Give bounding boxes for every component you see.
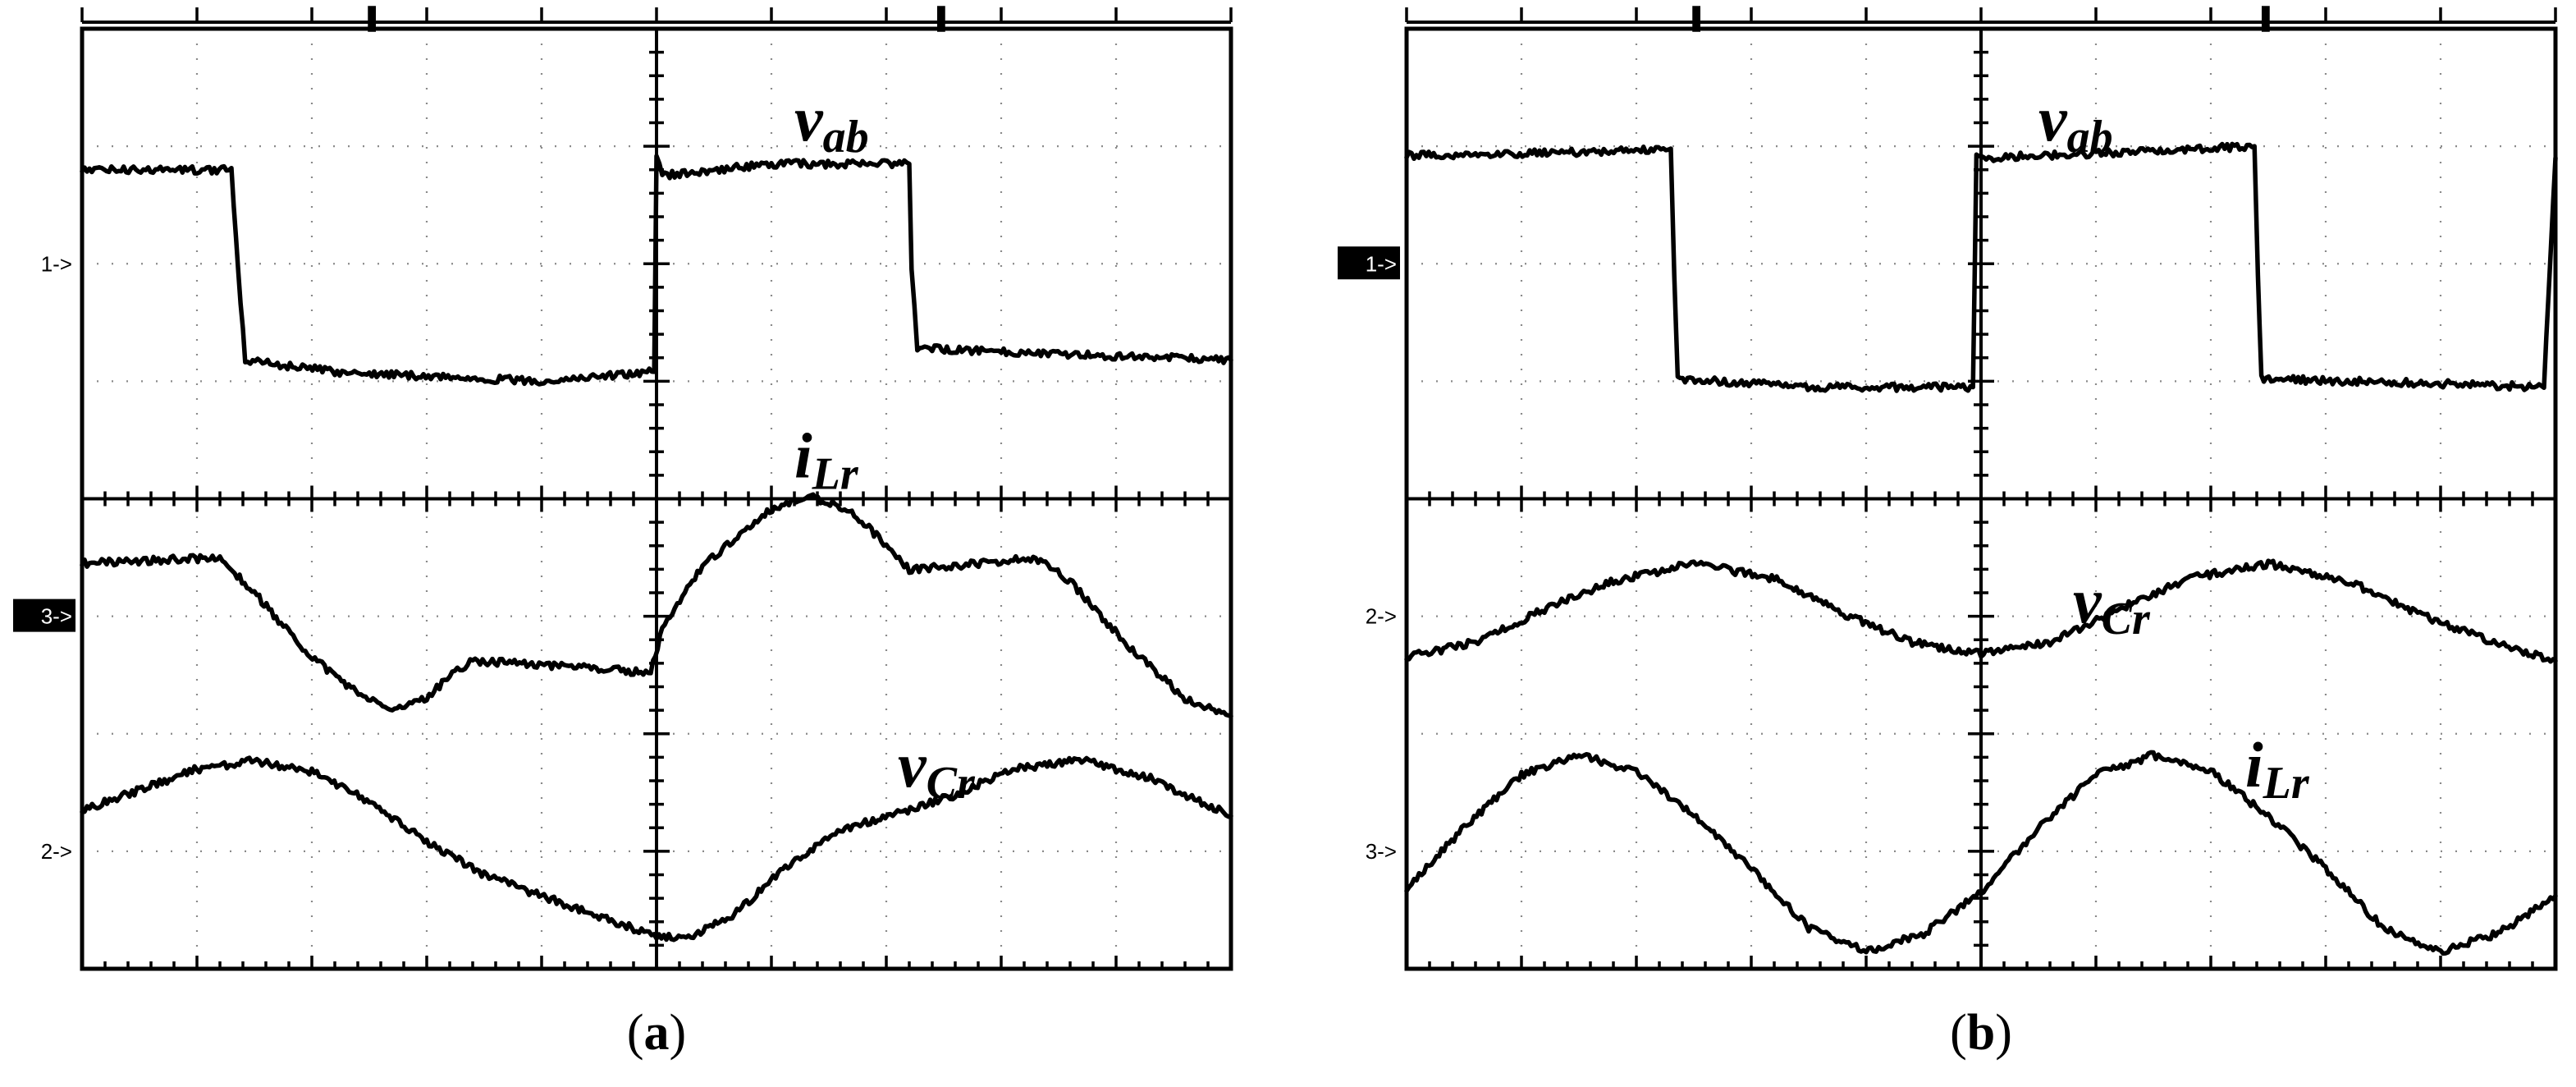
signal-label: vCr [898, 729, 976, 809]
panel-caption-open: ( [627, 1005, 644, 1061]
panel-caption-close: ) [1995, 1005, 2012, 1061]
channel-marker: 1-> [41, 251, 72, 276]
signal-label: iLr [2245, 729, 2310, 809]
signal-label-main: i [794, 420, 812, 492]
signal-label-main: v [794, 83, 824, 154]
scope-frame [1404, 26, 2558, 971]
panel-caption-letter: a [644, 1005, 670, 1061]
signal-label-subscript: Lr [812, 449, 859, 500]
signal-label-main: i [2245, 729, 2263, 800]
trace-v-Cr [80, 755, 1233, 943]
channel-marker-label: 2-> [41, 839, 72, 864]
channel-marker-label: 3-> [1366, 839, 1397, 864]
signal-label-main: v [898, 729, 927, 800]
channel-marker-label: 1-> [41, 251, 72, 276]
channel-marker: 2-> [1366, 604, 1397, 629]
trace-i-Lr [1404, 750, 2558, 956]
signal-label-main: v [2038, 83, 2068, 154]
channel-marker-label: 3-> [41, 604, 72, 629]
signal-label: iLr [794, 420, 859, 500]
channel-marker-box [1338, 246, 1400, 280]
panel-caption: (a) [627, 1005, 686, 1061]
signal-label-subscript: Cr [927, 758, 976, 809]
signal-label-subscript: ab [823, 112, 869, 163]
panel-caption: (b) [1950, 1005, 2012, 1061]
trace-i-Lr [80, 492, 1233, 719]
signal-label: vab [2038, 83, 2113, 163]
trace-v-Cr [1404, 558, 2558, 664]
trace-v-ab [1404, 141, 2558, 393]
signal-label-main: v [2073, 565, 2102, 636]
signal-label-subscript: Lr [2263, 758, 2310, 809]
scope-frame [80, 26, 1233, 971]
signal-label-subscript: ab [2067, 112, 2113, 163]
channel-marker: 2-> [41, 839, 72, 864]
channel-marker: 1-> [1338, 246, 1400, 280]
channel-marker: 3-> [1366, 839, 1397, 864]
channel-marker-label: 1-> [1366, 251, 1397, 276]
signal-label-subscript: Cr [2102, 594, 2151, 644]
signal-label: vab [794, 83, 869, 163]
channel-marker-label: 2-> [1366, 604, 1397, 629]
channel-marker: 3-> [13, 599, 75, 632]
panel-caption-close: ) [670, 1005, 687, 1061]
panel-caption-open: ( [1950, 1005, 1967, 1061]
signal-label: vCr [2073, 565, 2151, 644]
trace-v-ab [80, 154, 1233, 387]
channel-marker-box [13, 599, 75, 632]
panel-caption-letter: b [1967, 1005, 1995, 1061]
